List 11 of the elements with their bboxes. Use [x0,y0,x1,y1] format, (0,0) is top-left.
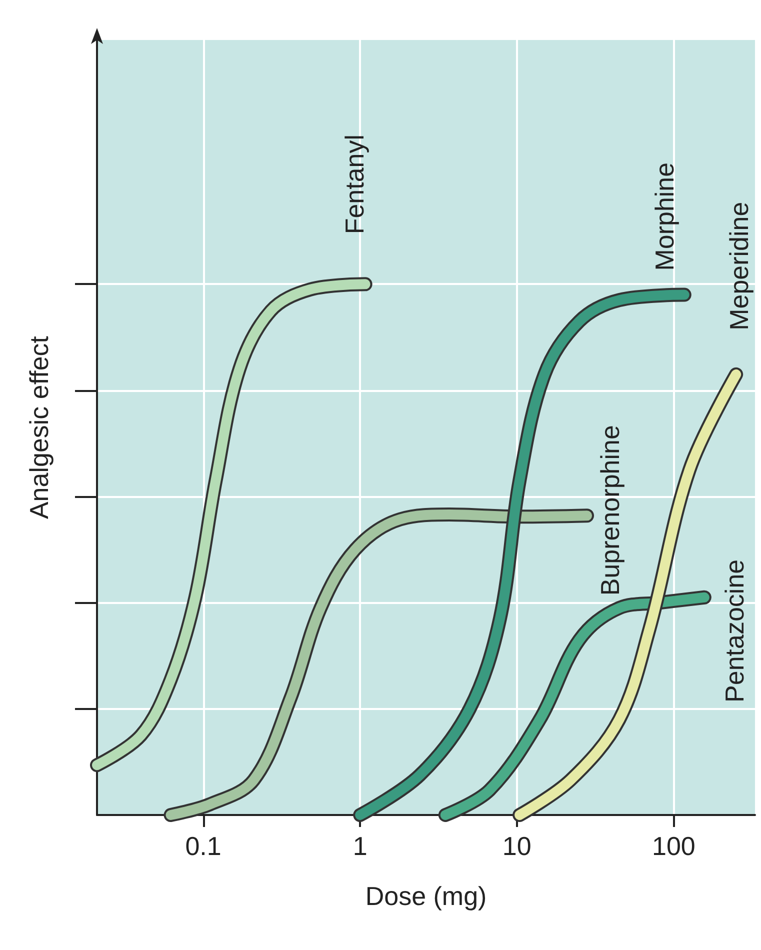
text: Morphine [649,162,680,271]
text: Pentazocine [719,559,750,702]
text: Buprenorphine [595,425,626,596]
x-axis-title: Dose (mg) [365,881,487,911]
x-tick-label: 1 [352,831,368,861]
x-tick-label: 10 [502,831,532,861]
y-axis-title: Analgesic effect [24,335,54,520]
text: Fentanyl [339,134,370,234]
x-tick-label: 0.1 [185,831,222,861]
text: Meperidine [724,202,754,330]
x-tick-label: 100 [652,831,696,861]
